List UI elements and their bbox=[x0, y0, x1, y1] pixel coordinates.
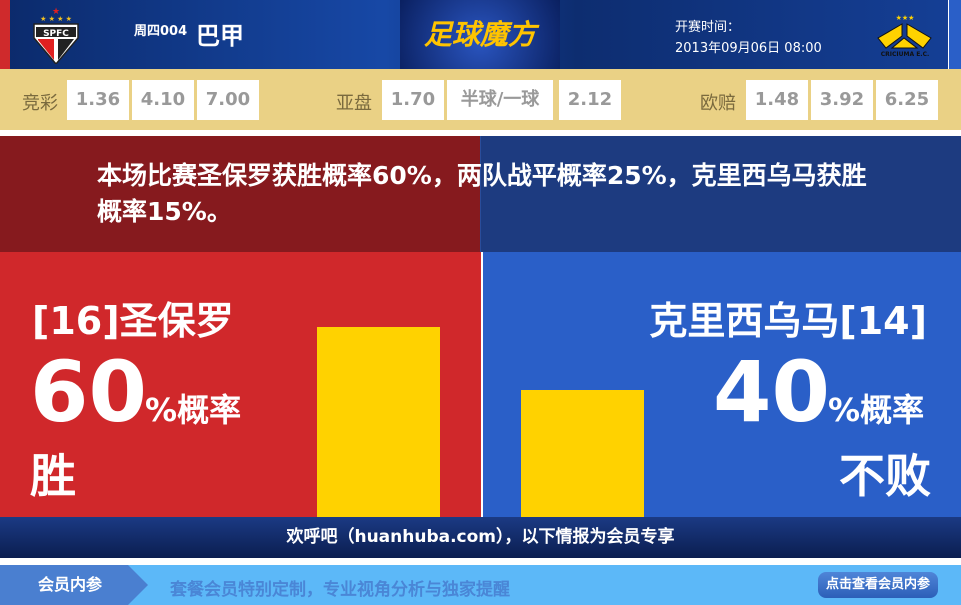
blue-strip bbox=[948, 0, 961, 69]
svg-text:SPFC: SPFC bbox=[43, 29, 69, 39]
vip-tab[interactable]: 会员内参 bbox=[0, 565, 148, 605]
ouzhou-loss: 6.25 bbox=[876, 80, 938, 120]
home-result: 胜 bbox=[30, 449, 76, 503]
home-team-name: [16]圣保罗 bbox=[32, 299, 234, 343]
jingcai-label: 竞彩 bbox=[22, 93, 58, 114]
home-percent-label: %概率 bbox=[145, 391, 242, 429]
view-vip-button[interactable]: 点击查看会员内参 bbox=[818, 572, 938, 598]
home-percent: 60 bbox=[30, 343, 147, 441]
ouzhou-draw: 3.92 bbox=[811, 80, 873, 120]
jingcai-draw: 4.10 bbox=[132, 80, 194, 120]
banner-right bbox=[480, 136, 961, 252]
yapan-away: 2.12 bbox=[559, 80, 621, 120]
red-strip bbox=[0, 0, 10, 69]
jingcai-win: 1.36 bbox=[67, 80, 129, 120]
vip-description: 套餐会员特别定制，专业视角分析与独家提醒 bbox=[170, 580, 510, 600]
kickoff-label: 开赛时间： bbox=[675, 20, 741, 35]
svg-text:★ ★ ★ ★: ★ ★ ★ ★ bbox=[40, 15, 72, 23]
kickoff-time: 2013年09月06日 08:00 bbox=[675, 41, 822, 56]
ouzhou-label: 欧赔 bbox=[700, 93, 736, 114]
away-team-name: 克里西乌马[14] bbox=[649, 299, 927, 343]
home-team-logo: ★ ★ ★ ★ ★ SPFC bbox=[33, 7, 79, 64]
brand-logo: 足球魔方 bbox=[400, 0, 560, 69]
welcome-banner: 欢呼吧（huanhuba.com），以下情报为会员专享 bbox=[0, 517, 961, 558]
odds-bar: 竞彩 1.36 4.10 7.00 亚盘 1.70 半球/一球 2.12 欧赔 … bbox=[0, 69, 961, 130]
away-percent-label: %概率 bbox=[828, 391, 925, 429]
svg-text:★: ★ bbox=[52, 7, 60, 17]
away-team-logo: ★★★ CRICIUMA E.C. bbox=[877, 14, 932, 58]
svg-text:CRICIUMA E.C.: CRICIUMA E.C. bbox=[881, 51, 930, 58]
league-name: 巴甲 bbox=[196, 22, 244, 50]
yapan-home: 1.70 bbox=[382, 80, 444, 120]
yapan-label: 亚盘 bbox=[336, 93, 372, 114]
svg-text:★★★: ★★★ bbox=[896, 14, 915, 22]
away-probability-bar bbox=[521, 390, 644, 517]
match-code: 周四004 bbox=[134, 24, 188, 39]
away-panel: 克里西乌马[14] 40 %概率 不败 bbox=[481, 252, 961, 517]
home-probability-bar bbox=[317, 327, 440, 517]
ouzhou-win: 1.48 bbox=[746, 80, 808, 120]
yapan-handicap: 半球/一球 bbox=[447, 80, 553, 120]
away-percent: 40 bbox=[713, 343, 830, 441]
probability-summary: 本场比赛圣保罗获胜概率60%，两队战平概率25%，克里西乌马获胜概率15%。 bbox=[97, 161, 867, 226]
away-result: 不败 bbox=[839, 449, 931, 503]
vip-bar bbox=[0, 565, 961, 605]
jingcai-loss: 7.00 bbox=[197, 80, 259, 120]
banner-left bbox=[0, 136, 480, 252]
